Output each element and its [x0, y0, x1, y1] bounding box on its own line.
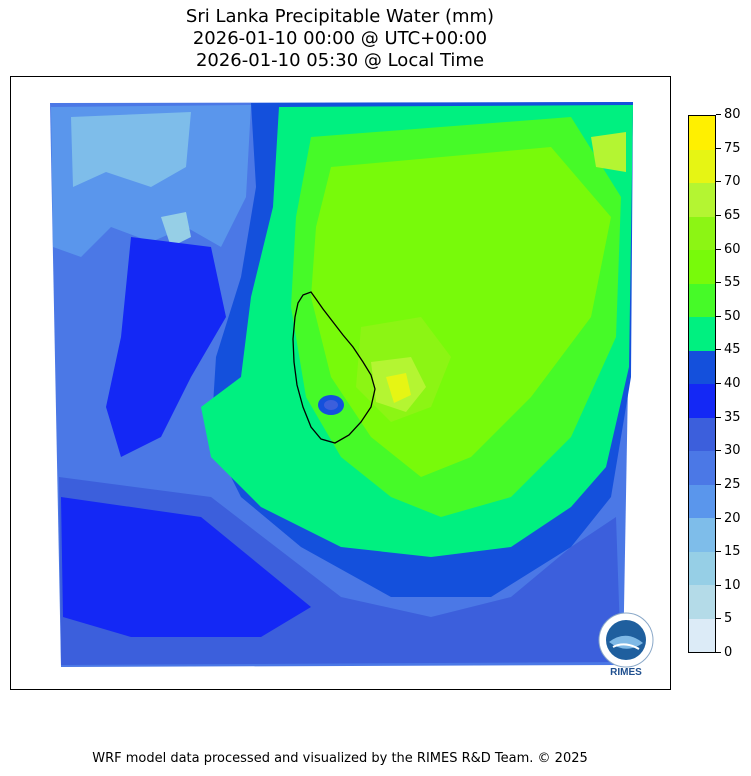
colorbar-segment — [689, 116, 715, 150]
colorbar-segment — [689, 450, 715, 485]
colorbar-segment — [689, 283, 715, 317]
colorbar-ticks: 0 5 10 15 20 25 30 35 40 45 50 55 60 65 70 75 80 — [716, 108, 751, 660]
colorbar-tick-label: 30 — [716, 444, 741, 458]
colorbar-segment — [689, 517, 715, 552]
title-line-2: 2026-01-10 00:00 @ UTC+00:00 — [192, 28, 488, 49]
rimes-logo: RIMES — [598, 612, 654, 678]
colorbar-segment — [689, 383, 715, 418]
colorbar-segment — [689, 484, 715, 518]
colorbar-tick-label: 55 — [716, 276, 741, 290]
colorbar-tick-label: 70 — [716, 175, 741, 189]
colorbar-tick-label: 35 — [716, 410, 741, 425]
colorbar-tick-label: 80 — [716, 108, 741, 122]
colorbar-tick-label: 40 — [716, 377, 741, 391]
chart-title: Sri Lanka Precipitable Water (mm) 2026-0… — [0, 6, 680, 72]
colorbar-segment — [689, 584, 715, 619]
colorbar-segment — [689, 618, 715, 652]
rimes-logo-text: RIMES — [610, 667, 642, 678]
colorbar-tick-label: 65 — [716, 208, 741, 223]
colorbar-segment — [689, 417, 715, 451]
colorbar-segment — [689, 350, 715, 384]
colorbar-segment — [689, 249, 715, 284]
colorbar-tick-label: 0 — [716, 646, 732, 660]
map-frame: RIMES — [10, 76, 671, 690]
title-line-3: 2026-01-10 05:30 @ Local Time — [195, 50, 485, 71]
colorbar-tick-label: 25 — [716, 477, 741, 492]
pw-contours — [51, 102, 633, 665]
sri-lanka-coastline — [292, 291, 376, 444]
colorbar-tick-label: 60 — [716, 242, 741, 257]
colorbar-segment — [689, 216, 715, 250]
footer-credit: WRF model data processed and visualized … — [92, 751, 588, 766]
colorbar-segment — [689, 182, 715, 217]
pw-low-blob-core — [324, 400, 338, 410]
colorbar-tick-label: 10 — [716, 578, 741, 593]
colorbar-tick-label: 20 — [716, 511, 741, 526]
precipitable-water-map: RIMES — [50, 102, 654, 678]
pw-region-65b — [591, 132, 626, 172]
colorbar-tick-label: 45 — [716, 343, 741, 357]
title-line-1: Sri Lanka Precipitable Water (mm) — [185, 6, 495, 27]
pw-region-15 — [161, 212, 191, 247]
pw-region-70 — [386, 373, 411, 403]
colorbar-segment — [689, 316, 715, 351]
colorbar-tick-label: 50 — [716, 309, 741, 324]
colorbar-tick-label: 75 — [716, 141, 741, 156]
colorbar-tick-label: 15 — [716, 545, 741, 559]
pw-region-35b — [61, 497, 311, 637]
colorbar — [688, 115, 716, 653]
colorbar-segment — [689, 551, 715, 585]
pw-region-20 — [71, 112, 191, 187]
colorbar-tick-label: 5 — [716, 612, 732, 626]
pw-region-35a — [106, 237, 226, 457]
colorbar-segment — [689, 149, 715, 183]
